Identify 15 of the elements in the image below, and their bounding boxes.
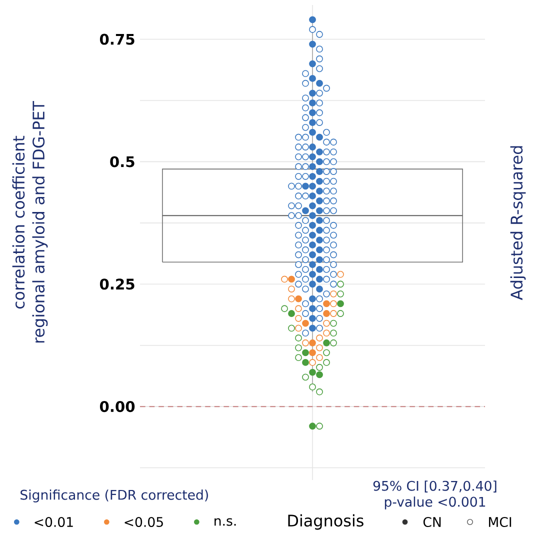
y-tick-label: 0.00 [100,401,135,412]
text: Diagnosis [288,514,364,530]
y-tick-label: 0.75 [100,34,134,45]
text: 95% CI [0.37,0.40] [373,480,496,492]
y-tick-label: 0.5 [110,156,134,168]
text: MCI [489,516,512,528]
legend-label: <0.01 [34,516,73,528]
legend-title: Significance (FDR corrected) [20,490,208,502]
text: p-value <0.001 [384,496,486,510]
y2-axis-title: Adjusted R-squared [510,146,526,300]
y-tick-label: 0.25 [100,278,134,290]
legend-label: <0.05 [124,516,163,528]
y-axis-title: correlation coefficient regional amyloid and FDG-PET [12,100,48,343]
legend-label: n.s. [214,518,236,526]
text: CN [423,516,441,528]
